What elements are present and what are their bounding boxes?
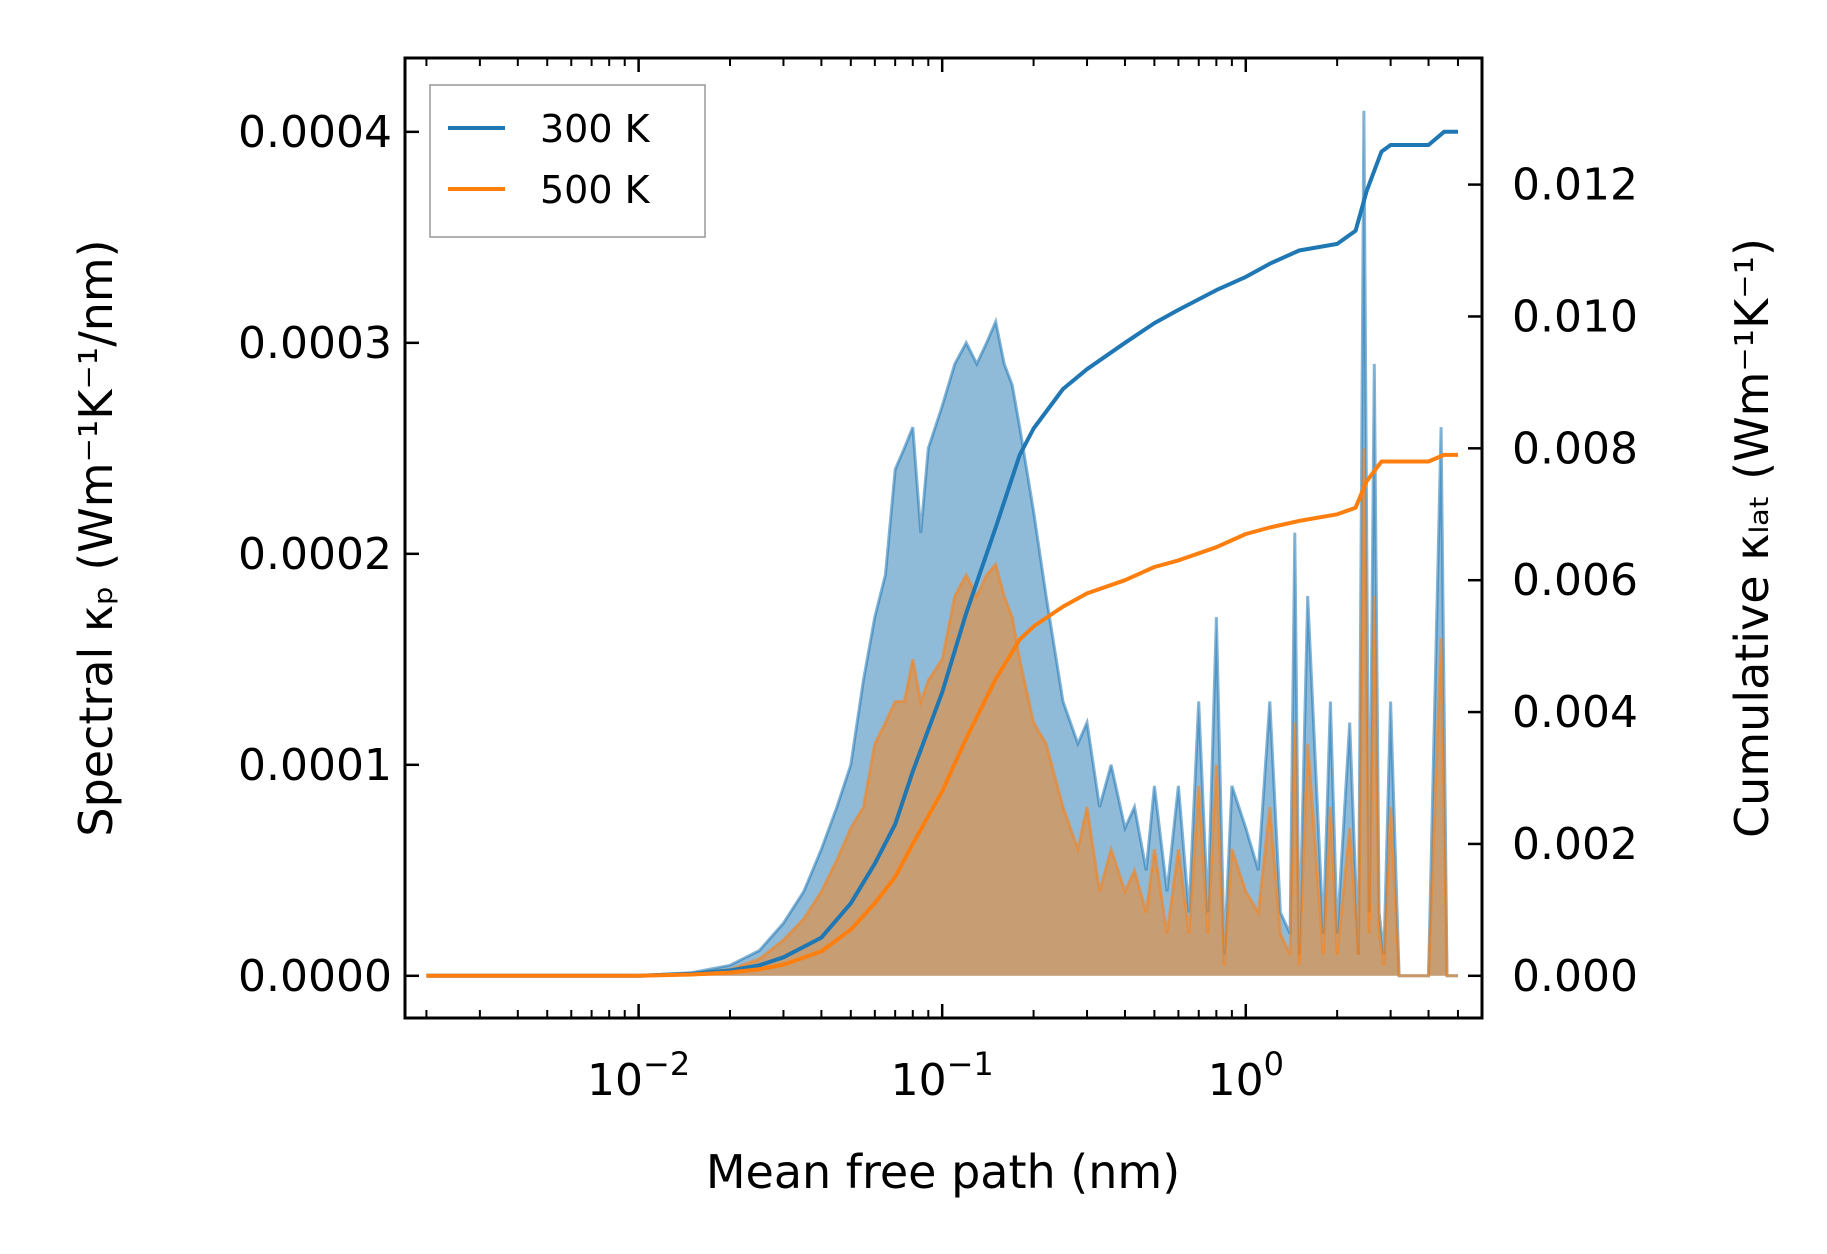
y-left-tick-label: 0.0001: [238, 740, 392, 791]
cumulative-line-500k: [426, 452, 1458, 978]
y-right-tick-label: 0.006: [1512, 555, 1638, 606]
cumulative-line-300k: [426, 129, 1458, 978]
x-tick-label: 10−2: [587, 1045, 690, 1106]
y-right-tick-label: 0.010: [1512, 291, 1638, 342]
spectral-fills: [426, 110, 1458, 978]
y-right-tick-label: 0.000: [1512, 951, 1638, 1002]
legend-label-300k: 300 K: [540, 107, 651, 151]
cumulative-lines: [426, 129, 1458, 978]
y-right-tick-label: 0.008: [1512, 423, 1638, 474]
ticks: [405, 58, 1483, 1018]
legend-label-500k: 500 K: [540, 168, 651, 212]
legend: 300 K 500 K: [429, 84, 706, 238]
plot-frame: [403, 56, 1484, 1020]
spectral-line-500k: [426, 448, 1458, 978]
x-tick-label: 100: [1208, 1045, 1284, 1106]
x-axis-label: Mean free path (nm): [706, 1145, 1180, 1199]
y-axis-right-label: Cumulative κₗₐₜ (Wm⁻¹K⁻¹): [1725, 238, 1779, 838]
x-tick-label: 10−1: [891, 1045, 994, 1106]
y-left-tick-label: 0.0004: [238, 107, 392, 158]
legend-box: [429, 84, 706, 238]
spectral-line-300k: [426, 110, 1458, 978]
y-right-tick-label: 0.004: [1512, 687, 1638, 738]
y-left-tick-label: 0.0003: [238, 318, 392, 369]
y-axis-left-label: Spectral κₚ (Wm⁻¹K⁻¹/nm): [69, 239, 123, 836]
spectral-area-500k: [426, 448, 1458, 976]
tick-labels: 10−2 10−1 100 0.0000 0.0001 0.0002 0.0003 0.000…: [238, 107, 1638, 1106]
y-right-tick-label: 0.012: [1512, 160, 1638, 211]
y-right-tick-label: 0.002: [1512, 819, 1638, 870]
y-left-tick-label: 0.0002: [238, 529, 392, 580]
y-left-tick-label: 0.0000: [238, 951, 392, 1002]
